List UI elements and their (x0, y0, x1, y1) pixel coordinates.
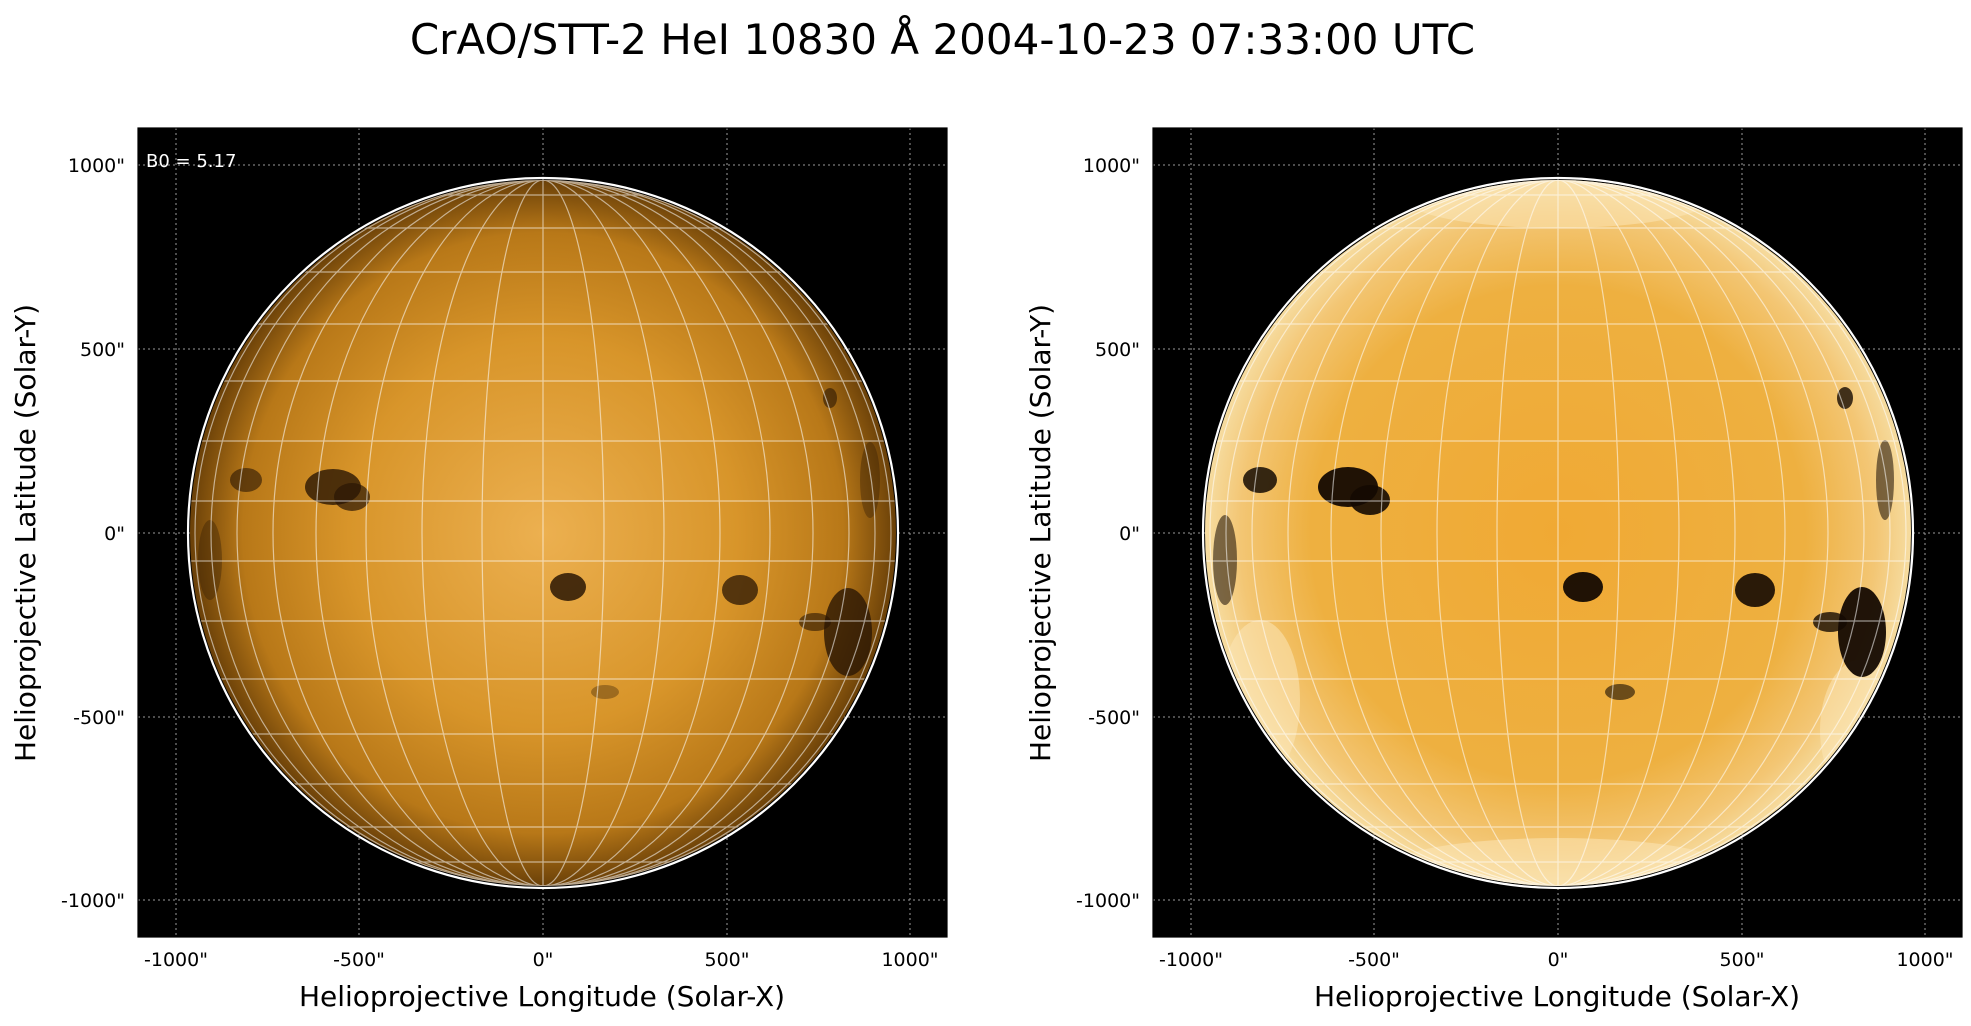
left-x-tick: -500" (333, 949, 385, 971)
figure-title: CrAO/STT-2 HeI 10830 Å 2004-10-23 07:33:… (409, 15, 1476, 64)
right-x-tick: -1000" (1159, 949, 1223, 971)
left-x-axis-label: Helioprojective Longitude (Solar-X) (299, 980, 785, 1013)
left-x-tick: -1000" (144, 949, 208, 971)
left-x-tick: 500" (704, 949, 749, 971)
right-x-tick: -500" (1348, 949, 1400, 971)
left-limb-outline (186, 176, 900, 890)
left-y-tick: 500" (80, 339, 125, 361)
right-x-tick: 1000" (1896, 949, 1953, 971)
left-y-ticks: 1000" 500" 0" -500" -1000" (61, 155, 125, 912)
right-y-ticks: 1000" 500" 0" -500" -1000" (1076, 155, 1140, 912)
right-limb-outline (1201, 176, 1915, 890)
right-x-axis-label: Helioprojective Longitude (Solar-X) (1314, 980, 1800, 1013)
left-y-axis-label: Helioprojective Latitude (Solar-Y) (9, 304, 42, 762)
right-y-tick: 500" (1095, 339, 1140, 361)
left-annotation: B0 = 5.17 (146, 151, 236, 172)
left-y-tick: -1000" (61, 890, 125, 912)
right-panel: -1000" -500" 0" 500" 1000" 1000" 500" 0"… (1024, 127, 1963, 1013)
right-heliographic-grid (1205, 180, 1911, 886)
left-dark-features (198, 388, 880, 699)
left-panel: B0 = 5.17 -1000" -500" 0" 500" 1000" 100… (9, 127, 948, 1013)
right-y-tick: -1000" (1076, 890, 1140, 912)
right-dark-features (1213, 387, 1894, 700)
right-x-tick: 0" (1548, 949, 1569, 971)
left-y-tick: 0" (104, 523, 125, 545)
right-x-tick: 500" (1719, 949, 1764, 971)
right-y-tick: 0" (1119, 523, 1140, 545)
right-x-ticks: -1000" -500" 0" 500" 1000" (1159, 949, 1954, 971)
left-x-ticks: -1000" -500" 0" 500" 1000" (144, 949, 939, 971)
left-heliographic-grid (190, 180, 896, 886)
left-axes-frame (137, 127, 948, 938)
left-x-tick: 1000" (881, 949, 938, 971)
right-y-tick: -500" (1088, 707, 1140, 729)
right-y-tick: 1000" (1083, 155, 1140, 177)
right-y-axis-label: Helioprojective Latitude (Solar-Y) (1024, 304, 1057, 762)
left-y-tick: 1000" (68, 155, 125, 177)
right-axes-frame (1152, 127, 1963, 938)
left-x-tick: 0" (533, 949, 554, 971)
left-y-tick: -500" (73, 707, 125, 729)
